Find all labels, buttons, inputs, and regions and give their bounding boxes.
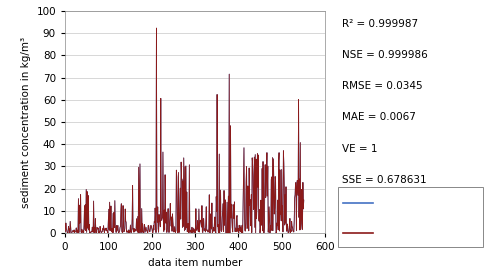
Text: VE = 1: VE = 1	[342, 144, 378, 154]
Text: NSE = 0.999986: NSE = 0.999986	[342, 50, 428, 60]
Text: RMSE = 0.0345: RMSE = 0.0345	[342, 81, 423, 91]
Y-axis label: sediment concentration in kg/m³: sediment concentration in kg/m³	[21, 36, 31, 208]
Text: measured: measured	[378, 197, 430, 207]
Text: predicted: predicted	[378, 227, 427, 237]
Text: MAE = 0.0067: MAE = 0.0067	[342, 112, 416, 122]
X-axis label: data item number: data item number	[148, 258, 242, 268]
Text: R² = 0.999987: R² = 0.999987	[342, 19, 418, 29]
Text: SSE = 0.678631: SSE = 0.678631	[342, 175, 427, 185]
